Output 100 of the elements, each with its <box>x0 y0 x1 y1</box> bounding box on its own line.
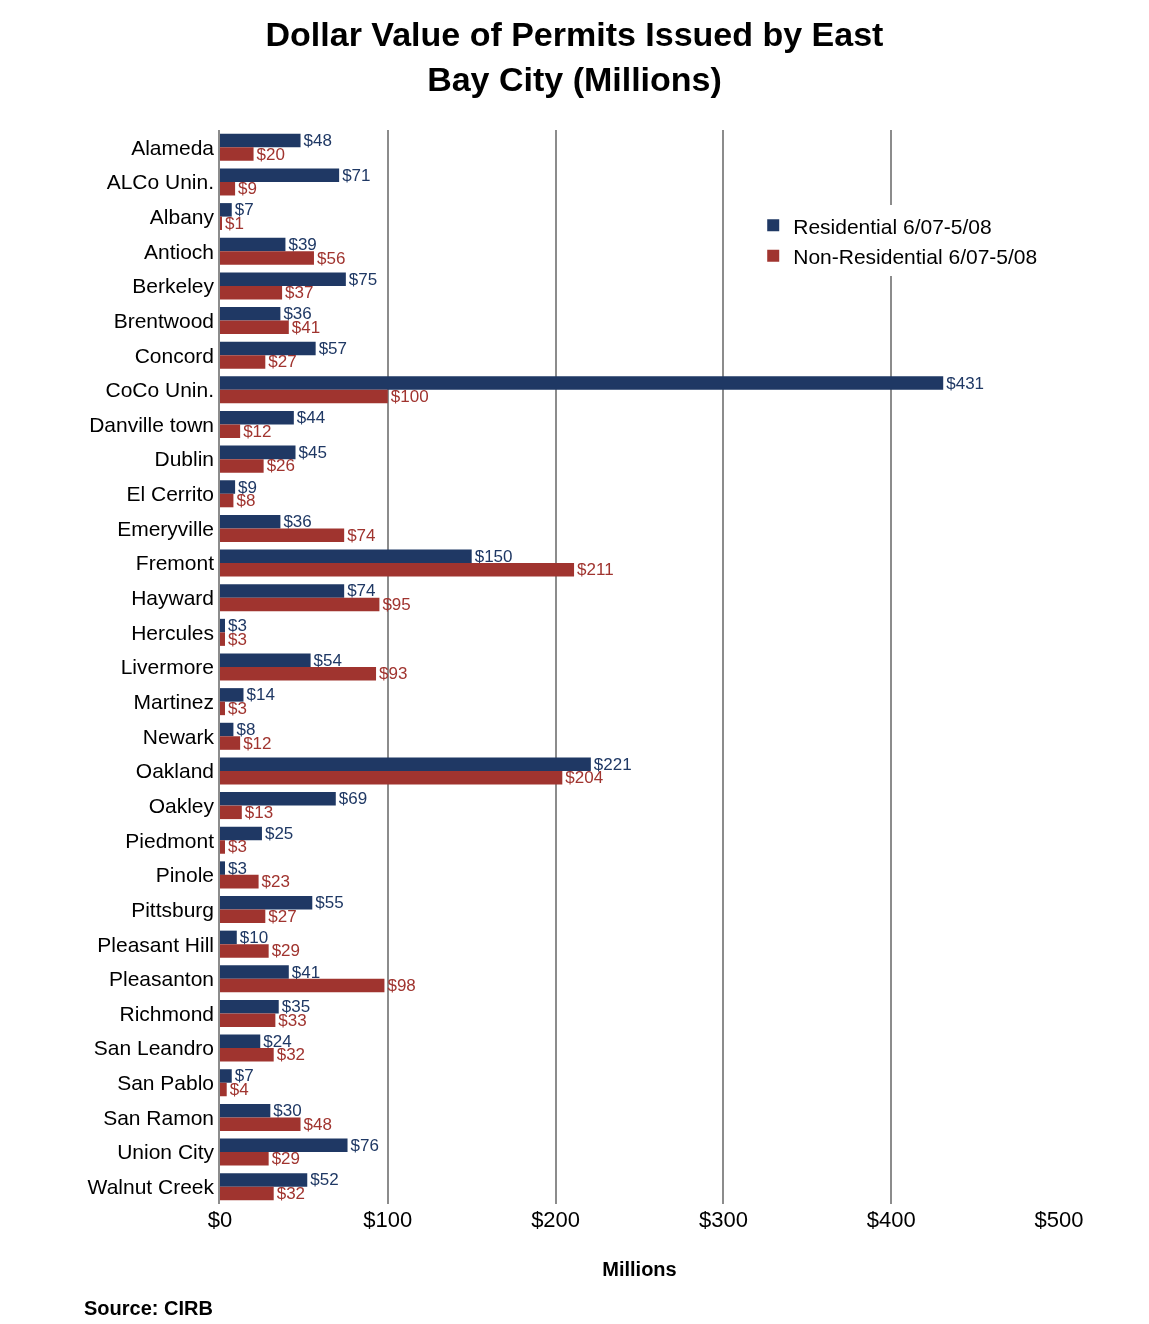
data-label: $23 <box>261 872 290 892</box>
bar <box>220 528 345 542</box>
y-tick-label: El Cerrito <box>126 482 215 506</box>
bar <box>220 1082 227 1097</box>
bar <box>220 285 283 300</box>
data-label: $75 <box>348 269 378 289</box>
bar <box>220 840 226 854</box>
y-tick-label: Martinez <box>133 690 215 713</box>
y-tick-label: Oakley <box>148 793 215 817</box>
data-label: $57 <box>318 338 348 358</box>
bar <box>220 874 259 889</box>
y-tick-label: Brentwood <box>113 308 215 332</box>
bar <box>220 896 313 910</box>
data-label: $69 <box>338 789 368 809</box>
bar <box>220 1013 276 1027</box>
bar <box>220 944 269 958</box>
bar <box>220 999 279 1014</box>
bar <box>220 341 316 356</box>
bar <box>220 307 281 321</box>
chart-title: Dollar Value of Permits Issued by East Bay City (Millions) <box>265 15 884 98</box>
bar <box>220 909 266 924</box>
bar <box>220 1138 348 1153</box>
data-label: $29 <box>271 941 301 961</box>
y-tick-label: Pleasanton <box>108 967 215 991</box>
bar <box>220 514 281 529</box>
data-label: $3 <box>228 837 247 857</box>
bar <box>220 861 226 875</box>
x-tick-label: $300 <box>698 1207 748 1232</box>
bar <box>220 376 944 390</box>
bar <box>220 667 377 681</box>
bar <box>220 978 385 993</box>
data-label: $76 <box>350 1135 379 1155</box>
bar <box>220 493 234 508</box>
y-tick-label: Danville town <box>89 412 215 436</box>
y-tick-label: Pleasant Hill <box>97 932 215 956</box>
bar <box>220 563 575 577</box>
y-tick-label: Berkeley <box>132 274 215 298</box>
data-label: $74 <box>347 581 376 601</box>
legend-label: Non-Residential 6/07-5/08 <box>793 244 1038 268</box>
x-tick-label: $500 <box>1034 1207 1084 1232</box>
bar <box>220 1048 274 1062</box>
bar <box>220 320 289 335</box>
x-tick-label: $100 <box>363 1207 413 1232</box>
bar <box>220 653 311 667</box>
y-tick-label: Emeryville <box>117 516 215 540</box>
data-label: $150 <box>474 546 513 566</box>
bar <box>220 618 226 633</box>
data-label: $93 <box>379 664 408 684</box>
y-tick-label: Albany <box>149 204 215 228</box>
bar <box>220 770 563 785</box>
bar <box>220 736 241 750</box>
bar <box>220 1069 232 1083</box>
bar <box>220 133 301 148</box>
y-tick-label: Fremont <box>135 551 215 575</box>
bar <box>220 203 232 217</box>
data-label: $37 <box>285 283 314 303</box>
bar <box>220 930 237 945</box>
y-tick-label: Pinole <box>155 863 215 887</box>
bar <box>220 168 340 182</box>
bar <box>220 389 388 404</box>
data-label: $431 <box>946 373 985 393</box>
bar <box>220 792 336 806</box>
data-label: $26 <box>266 456 296 476</box>
data-label: $13 <box>244 802 274 822</box>
y-tick-label: ALCo Unin. <box>106 170 215 194</box>
bar <box>220 251 314 265</box>
bar <box>220 480 236 494</box>
data-label: $39 <box>288 235 317 255</box>
y-tick-label: San Leandro <box>93 1036 215 1060</box>
data-label: $74 <box>347 525 376 545</box>
data-label: $3 <box>228 698 247 718</box>
y-tick-label: Piedmont <box>125 828 215 852</box>
bar <box>220 965 289 979</box>
data-label: $30 <box>273 1101 302 1121</box>
data-label: $20 <box>256 144 285 164</box>
bar <box>220 1152 269 1166</box>
y-tick-label: San Ramon <box>103 1105 215 1129</box>
data-label: $71 <box>342 165 371 185</box>
y-tick-label: Antioch <box>144 239 215 263</box>
data-label: $41 <box>291 962 321 982</box>
y-tick-label: Richmond <box>119 1001 215 1025</box>
y-tick-label: Dublin <box>154 447 215 471</box>
bar <box>220 424 241 438</box>
y-tick-label: Oakland <box>135 759 215 783</box>
y-tick-label: Hayward <box>131 586 215 610</box>
bar <box>220 632 226 646</box>
data-label: $9 <box>238 179 258 199</box>
bar <box>220 355 266 369</box>
y-tick-label: Union City <box>117 1140 215 1164</box>
data-label: $100 <box>390 387 429 407</box>
bar <box>220 722 234 737</box>
bar <box>220 1117 301 1131</box>
data-label: $48 <box>303 131 332 151</box>
y-tick-label: Hercules <box>131 620 215 644</box>
data-label: $10 <box>239 927 269 947</box>
data-label: $211 <box>577 560 614 580</box>
bar <box>220 549 472 564</box>
y-tick-label: Livermore <box>120 655 215 679</box>
y-tick-label: Pittsburg <box>131 897 215 921</box>
bar <box>220 597 380 612</box>
